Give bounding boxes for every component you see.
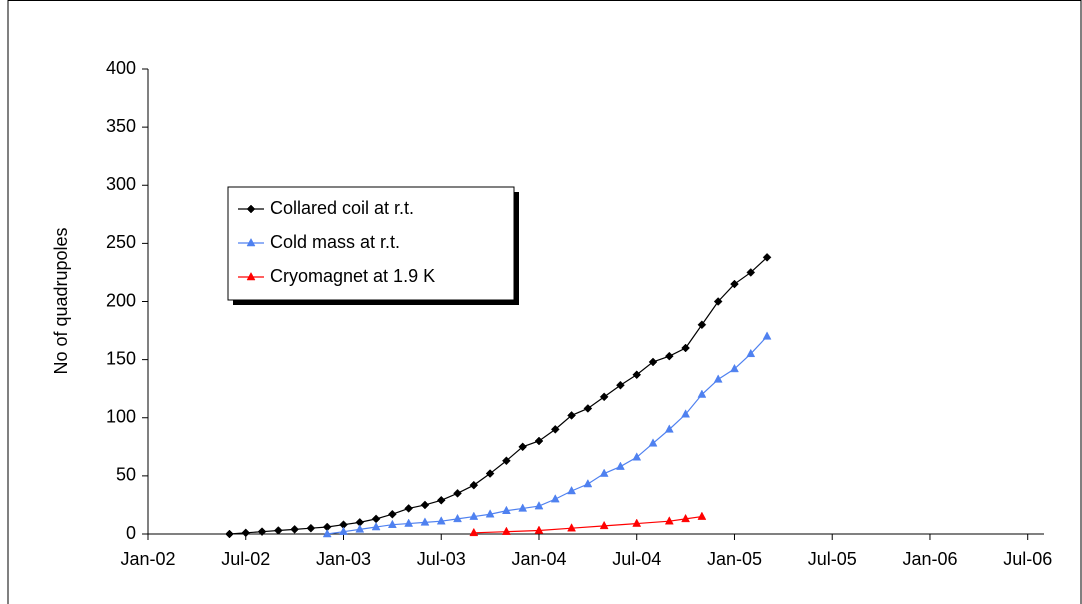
data-point <box>730 363 739 373</box>
y-axis-label: No of quadrupoles <box>51 227 71 374</box>
data-point <box>322 528 332 538</box>
y-tick-label: 300 <box>106 174 136 194</box>
y-tick-label: 350 <box>106 116 136 136</box>
y-tick-label: 150 <box>106 348 136 368</box>
chart-frame <box>7 0 1082 604</box>
data-point <box>371 521 381 531</box>
data-point <box>632 518 642 527</box>
y-tick-label: 100 <box>106 407 136 427</box>
legend-label: Cold mass at r.t. <box>270 232 400 252</box>
data-point <box>746 268 756 277</box>
data-point <box>371 514 381 524</box>
data-point <box>599 392 609 402</box>
data-point <box>469 480 479 490</box>
data-point <box>420 500 430 510</box>
data-point <box>453 488 462 498</box>
x-tick-label: Jul-06 <box>1003 549 1052 569</box>
data-point <box>664 351 674 361</box>
data-point <box>632 452 642 461</box>
data-point <box>534 436 544 446</box>
x-tick-label: Jan-03 <box>316 549 371 569</box>
data-point <box>502 456 511 466</box>
data-point <box>567 523 576 532</box>
x-tick-label: Jan-05 <box>707 549 762 569</box>
data-point <box>567 485 576 495</box>
x-tick-label: Jan-06 <box>902 549 957 569</box>
data-point <box>534 501 544 510</box>
legend-box <box>227 186 515 301</box>
data-point <box>306 523 316 533</box>
data-point <box>290 524 299 534</box>
data-point <box>632 370 642 380</box>
data-point <box>518 442 528 452</box>
data-point <box>436 495 446 505</box>
data-point <box>713 374 723 383</box>
y-tick-label: 400 <box>106 58 136 78</box>
data-point <box>567 411 576 420</box>
y-tick-label: 250 <box>106 232 136 252</box>
legend-marker <box>246 204 256 214</box>
data-point <box>550 425 560 434</box>
y-tick-label: 200 <box>106 290 136 310</box>
data-point <box>681 409 691 418</box>
data-point <box>762 252 772 262</box>
data-point <box>599 468 609 477</box>
data-point <box>339 526 348 535</box>
data-point <box>388 509 397 519</box>
data-point <box>583 404 593 413</box>
x-tick-label: Jan-04 <box>511 549 566 569</box>
x-tick-label: Jan-02 <box>120 549 175 569</box>
data-point <box>697 511 707 520</box>
data-point <box>599 520 609 530</box>
data-point <box>616 461 625 470</box>
legend-label: Cryomagnet at 1.9 K <box>270 266 435 286</box>
data-point <box>420 517 430 526</box>
legend-marker <box>246 237 256 247</box>
data-point <box>501 526 511 535</box>
x-tick-label: Jul-02 <box>221 549 270 569</box>
x-tick-label: Jul-04 <box>612 549 661 569</box>
data-point <box>387 519 397 528</box>
data-point <box>518 503 528 512</box>
legend-marker <box>246 271 256 281</box>
series-line <box>229 256 768 535</box>
data-point <box>550 494 560 503</box>
data-point <box>453 513 462 523</box>
y-tick-label: 50 <box>116 465 136 485</box>
data-point <box>534 525 544 534</box>
x-tick-label: Jul-03 <box>417 549 466 569</box>
data-point <box>762 331 772 340</box>
data-point <box>730 279 739 289</box>
data-point <box>681 343 690 353</box>
data-point <box>225 529 234 539</box>
data-point <box>746 348 756 358</box>
legend-label: Collared coil at r.t. <box>270 198 414 218</box>
data-point <box>485 509 495 518</box>
data-point <box>404 504 414 513</box>
series-line <box>327 335 768 535</box>
data-point <box>616 380 625 390</box>
data-point <box>257 527 267 537</box>
data-point <box>273 526 283 535</box>
data-point <box>469 527 479 537</box>
data-point <box>485 469 495 478</box>
data-point <box>681 513 691 523</box>
x-tick-label: Jul-05 <box>808 549 857 569</box>
y-tick-label: 0 <box>126 523 136 543</box>
data-point <box>501 505 511 514</box>
data-point <box>713 297 723 306</box>
data-point <box>583 478 593 488</box>
data-point <box>664 424 674 433</box>
data-point <box>664 516 674 525</box>
data-point <box>648 438 658 447</box>
data-point <box>697 320 707 330</box>
data-point <box>355 524 365 533</box>
data-point <box>648 357 658 367</box>
data-point <box>404 518 414 527</box>
data-point <box>241 528 251 538</box>
data-point <box>697 389 707 398</box>
data-point <box>469 511 479 520</box>
data-point <box>436 516 446 525</box>
